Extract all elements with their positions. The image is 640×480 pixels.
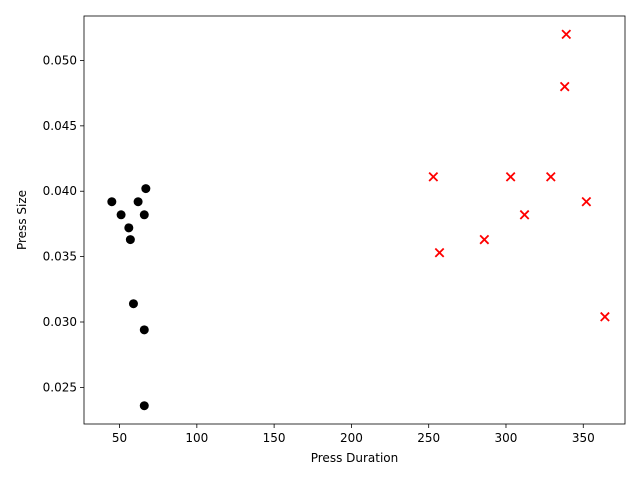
scatter-point-circle [125, 235, 135, 245]
scatter-point-x [505, 172, 516, 182]
x-tick-label: 250 [417, 431, 440, 445]
y-tick-label: 0.045 [43, 119, 77, 133]
scatter-point-circle [116, 210, 126, 220]
axis-ticks: 50 100 150 200 250 300 350 0.025 0.030 0.035 0.040… [43, 53, 595, 445]
y-tick-label: 0.030 [43, 315, 77, 329]
x-tick-label: 150 [263, 431, 286, 445]
x-axis-label: Press Duration [311, 451, 399, 465]
y-tick-label: 0.025 [43, 380, 77, 394]
x-tick-label: 300 [495, 431, 518, 445]
x-tick-label: 50 [112, 431, 127, 445]
scatter-point-circle [107, 197, 117, 207]
scatter-point-x [561, 29, 572, 40]
scatter-point-x [545, 172, 556, 182]
scatter-point-x [559, 81, 570, 92]
scatter-point-circle [128, 299, 138, 309]
scatter-point-x [581, 196, 592, 207]
scatter-point-circle [139, 210, 149, 220]
scatter-point-x [428, 172, 439, 182]
scatter-point-circle [141, 184, 151, 194]
plot-frame [83, 15, 626, 425]
scatter-point-circle [139, 325, 149, 335]
y-tick-label: 0.035 [43, 250, 77, 264]
scatter-point-circle [139, 401, 149, 411]
scatter-point-x [479, 234, 490, 245]
x-tick-label: 200 [340, 431, 363, 445]
x-tick-label: 350 [572, 431, 595, 445]
plot-marks [107, 29, 610, 411]
scatter-point-x [519, 209, 530, 220]
scatter-point-circle [133, 197, 143, 207]
x-tick-label: 100 [185, 431, 208, 445]
scatter-point-x [434, 247, 445, 258]
y-axis-label: Press Size [15, 190, 29, 250]
scatter-point-x [600, 311, 610, 322]
y-tick-label: 0.040 [43, 184, 77, 198]
scatter-point-circle [124, 223, 134, 233]
y-tick-label: 0.050 [43, 53, 77, 67]
